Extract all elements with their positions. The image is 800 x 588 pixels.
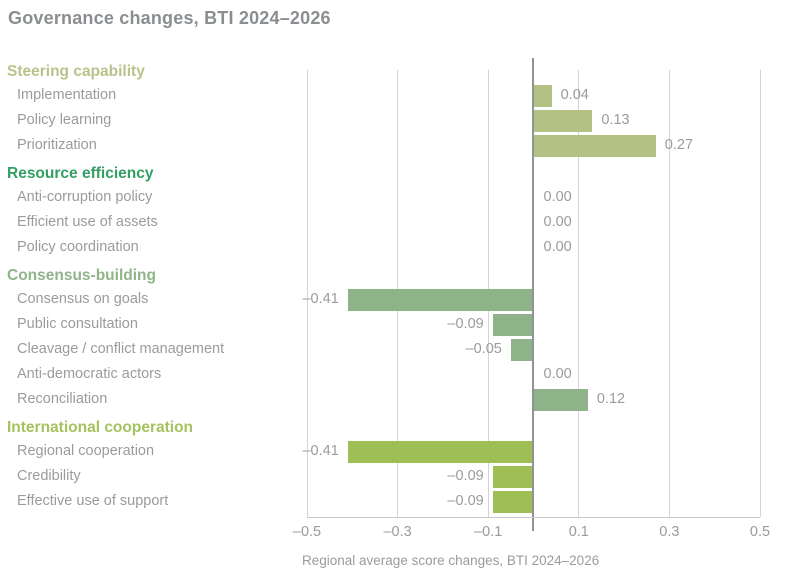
x-tick-label: 0.1 — [568, 524, 589, 540]
row-label: Cleavage / conflict management — [17, 341, 225, 357]
value-label: 0.27 — [664, 137, 694, 153]
bar — [533, 110, 593, 132]
row-label: Credibility — [17, 468, 81, 484]
row-label: Effective use of support — [17, 493, 169, 509]
gridline — [306, 70, 308, 517]
x-tick-label: –0.5 — [292, 524, 322, 540]
value-label: 0.00 — [543, 366, 572, 382]
row-label: Anti-democratic actors — [17, 366, 162, 382]
value-label: 0.00 — [543, 239, 572, 255]
value-label: 0.00 — [543, 214, 572, 230]
gridline — [759, 70, 761, 517]
value-label: –0.09 — [447, 316, 484, 332]
x-tick-label: –0.1 — [474, 524, 503, 540]
row-label: Regional cooperation — [17, 443, 155, 459]
gridline — [578, 70, 580, 517]
chart-title: Governance changes, BTI 2024–2026 — [8, 8, 331, 28]
bar — [347, 289, 534, 311]
x-axis-title: Regional average score changes, BTI 2024… — [302, 553, 600, 568]
value-label: –0.09 — [447, 468, 484, 484]
value-label: 0.13 — [601, 112, 630, 128]
group-header: Consensus-building — [7, 267, 156, 284]
bar — [533, 389, 588, 411]
zero-line — [532, 58, 534, 531]
bar — [510, 339, 534, 361]
value-label: –0.41 — [302, 443, 339, 459]
row-label: Reconciliation — [17, 391, 108, 407]
row-label: Policy learning — [17, 112, 112, 128]
row-label: Public consultation — [17, 316, 138, 332]
row-label: Policy coordination — [17, 239, 139, 255]
row-label: Efficient use of assets — [17, 214, 158, 230]
row-label: Prioritization — [17, 137, 97, 153]
value-label: 0.12 — [596, 391, 626, 407]
row-label: Consensus on goals — [17, 291, 149, 307]
group-header: Steering capability — [7, 63, 145, 80]
x-tick-label: 0.3 — [659, 524, 680, 540]
group-header: International cooperation — [7, 419, 194, 436]
bar — [492, 466, 534, 488]
bar — [492, 491, 534, 513]
value-label: 0.00 — [543, 189, 572, 205]
gridline — [668, 70, 670, 517]
bar — [533, 85, 552, 107]
x-tick-label: 0.5 — [749, 524, 771, 540]
row-label: Implementation — [17, 87, 117, 103]
bar — [347, 441, 534, 463]
value-label: –0.05 — [465, 341, 502, 357]
value-label: 0.04 — [560, 87, 589, 103]
group-header: Resource efficiency — [7, 165, 154, 182]
bar — [533, 135, 656, 157]
x-axis-line — [307, 517, 760, 518]
x-tick-label: –0.3 — [383, 524, 412, 540]
bar — [492, 314, 534, 336]
row-label: Anti-corruption policy — [17, 189, 153, 205]
value-label: –0.09 — [447, 493, 484, 509]
value-label: –0.41 — [302, 291, 339, 307]
